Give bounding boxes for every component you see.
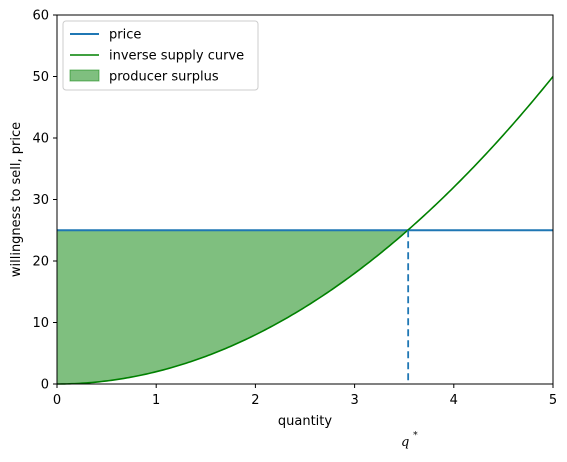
x-axis: 0 1 2 3 4 5: [53, 384, 557, 408]
y-tick-label: 60: [32, 9, 49, 24]
producer-surplus-area: [57, 229, 409, 384]
legend-swatch-2: [69, 69, 100, 82]
x-tick-label: 3: [350, 393, 358, 408]
y-tick-label: 40: [32, 132, 49, 147]
q-star-label: q *: [401, 431, 418, 450]
x-tick-label: 4: [450, 393, 458, 408]
legend-label-0: price: [109, 28, 141, 43]
y-tick-label: 0: [41, 378, 49, 393]
q-star-superscript: *: [413, 431, 418, 441]
y-tick-label: 30: [32, 193, 49, 208]
plot-area: [56, 14, 554, 385]
q-star-text: q: [401, 435, 409, 450]
legend-box: [62, 20, 259, 91]
inverse-supply-curve: [56, 75, 554, 385]
x-axis-label: quantity: [278, 414, 333, 429]
y-tick-label: 20: [32, 255, 49, 270]
x-tick-label: 5: [549, 393, 557, 408]
legend-label-2: producer surplus: [109, 70, 219, 85]
y-axis: 0 10 20 30 40 50 60: [32, 9, 57, 393]
y-tick-label: 10: [32, 316, 49, 331]
x-tick-label: 1: [152, 393, 160, 408]
y-tick-label: 50: [32, 70, 49, 85]
y-axis-label: willingness to sell, price: [9, 122, 24, 277]
legend: price inverse supply curve producer surplu…: [62, 20, 259, 91]
x-tick-label: 0: [53, 393, 61, 408]
legend-label-1: inverse supply curve: [109, 49, 244, 64]
x-tick-label: 2: [251, 393, 259, 408]
